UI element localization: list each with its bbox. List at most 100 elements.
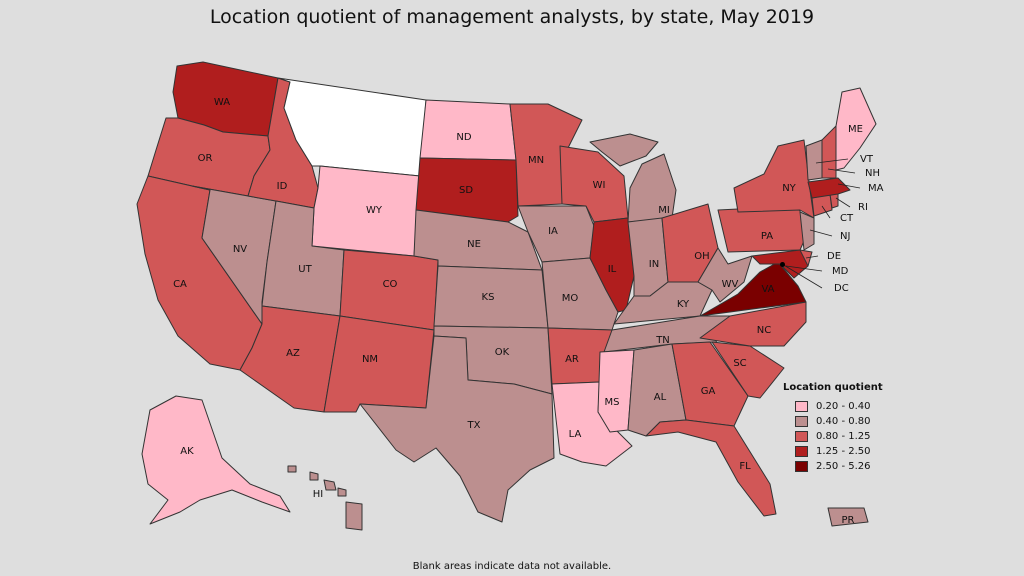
legend-item: 0.80 - 1.25 <box>783 429 893 444</box>
state-label-dc: DC <box>834 283 849 294</box>
state-label-al: AL <box>654 392 667 403</box>
state-label-ga: GA <box>701 386 716 397</box>
state-label-nj: NJ <box>840 231 850 242</box>
state-label-nv: NV <box>233 244 247 255</box>
state-label-pa: PA <box>761 231 773 242</box>
state-label-pr: PR <box>842 515 855 526</box>
state-ak <box>141 395 291 525</box>
legend-item: 1.25 - 2.50 <box>783 444 893 459</box>
state-nm <box>323 315 435 413</box>
legend-label: 0.80 - 1.25 <box>816 431 871 442</box>
leader-line-nj <box>809 229 833 237</box>
state-label-ct: CT <box>840 213 854 224</box>
state-label-id: ID <box>277 181 288 192</box>
legend-label: 0.40 - 0.80 <box>816 416 871 427</box>
legend-label: 1.25 - 2.50 <box>816 446 871 457</box>
state-nc <box>699 301 807 347</box>
state-label-wa: WA <box>214 97 230 108</box>
legend-item: 0.20 - 0.40 <box>783 399 893 414</box>
state-me <box>835 87 877 171</box>
state-label-me: ME <box>848 124 863 135</box>
state-label-ks: KS <box>482 292 495 303</box>
state-label-az: AZ <box>286 348 300 359</box>
state-label-in: IN <box>649 259 659 270</box>
state-label-hi: HI <box>313 489 323 500</box>
legend-title: Location quotient <box>783 382 883 393</box>
state-label-ny: NY <box>782 183 796 194</box>
state-label-tx: TX <box>467 420 481 431</box>
state-label-ut: UT <box>298 264 312 275</box>
legend-swatch <box>795 461 808 472</box>
state-label-mi: MI <box>658 205 670 216</box>
state-label-nh: NH <box>865 168 880 179</box>
state-label-vt: VT <box>860 154 874 165</box>
state-label-ms: MS <box>605 397 620 408</box>
state-label-ak: AK <box>180 446 194 457</box>
state-label-ma: MA <box>868 183 884 194</box>
state-label-or: OR <box>198 153 213 164</box>
state-nj <box>799 211 815 251</box>
legend-swatch <box>795 431 808 442</box>
leader-line-nh <box>827 168 856 174</box>
state-ny <box>733 139 815 219</box>
leader-line-vt <box>815 158 849 164</box>
state-hi <box>287 465 363 531</box>
state-wv <box>697 247 753 303</box>
state-label-ia: IA <box>548 226 558 237</box>
leader-line-dc <box>781 263 823 289</box>
legend-item: 0.40 - 0.80 <box>783 414 893 429</box>
state-pr <box>827 507 869 527</box>
state-in <box>627 217 669 297</box>
legend-swatch <box>795 416 808 427</box>
state-ms <box>597 349 635 433</box>
legend-label: 0.20 - 0.40 <box>816 401 871 412</box>
state-label-fl: FL <box>739 461 751 472</box>
dc-marker <box>780 262 785 267</box>
footnote: Blank areas indicate data not available. <box>412 561 612 572</box>
leader-line-ri <box>835 197 851 208</box>
state-label-sc: SC <box>733 358 746 369</box>
state-label-la: LA <box>569 429 582 440</box>
state-label-nm: NM <box>362 354 378 365</box>
state-sd <box>415 157 519 223</box>
legend: Location quotient 0.20 - 0.40 0.40 - 0.80… <box>783 382 893 474</box>
state-label-ky: KY <box>677 299 690 310</box>
state-label-ok: OK <box>495 347 510 358</box>
state-label-md: MD <box>832 266 849 277</box>
state-nh <box>821 125 837 179</box>
state-label-ne: NE <box>467 239 481 250</box>
state-label-wi: WI <box>593 180 606 191</box>
legend-swatch <box>795 446 808 457</box>
state-label-nd: ND <box>456 132 471 143</box>
map-title: Location quotient of management analysts… <box>209 6 815 28</box>
state-label-tn: TN <box>655 335 670 346</box>
state-label-de: DE <box>827 251 841 262</box>
state-label-ca: CA <box>173 279 187 290</box>
state-tx <box>359 335 555 523</box>
state-ga <box>671 341 749 427</box>
state-label-mn: MN <box>528 155 544 166</box>
state-label-ri: RI <box>858 202 868 213</box>
state-fl <box>645 419 777 517</box>
state-label-oh: OH <box>694 251 709 262</box>
state-label-wy: WY <box>366 205 383 216</box>
leader-line-de <box>805 255 819 259</box>
leader-line-md <box>785 265 823 272</box>
leader-line-ct <box>821 205 831 219</box>
leader-line-ma <box>837 183 861 189</box>
state-ma <box>807 177 851 199</box>
state-label-nc: NC <box>757 325 771 336</box>
legend-swatch <box>795 401 808 412</box>
state-nd <box>419 99 517 161</box>
state-label-mo: MO <box>562 293 579 304</box>
state-label-wv: WV <box>722 279 739 290</box>
state-label-sd: SD <box>459 185 473 196</box>
state-pa <box>717 205 809 253</box>
state-vt <box>805 139 823 181</box>
state-label-co: CO <box>383 279 398 290</box>
legend-item: 2.50 - 5.26 <box>783 459 893 474</box>
legend-label: 2.50 - 5.26 <box>816 461 871 472</box>
state-label-ar: AR <box>565 354 579 365</box>
state-label-va: VA <box>761 284 774 295</box>
